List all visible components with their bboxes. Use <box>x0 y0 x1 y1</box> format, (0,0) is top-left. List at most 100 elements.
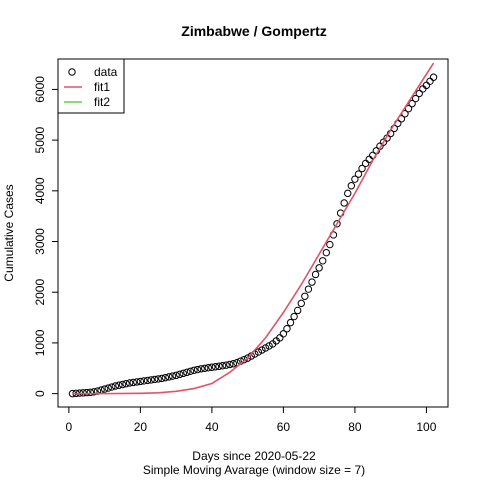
data-point <box>165 373 173 381</box>
data-point <box>286 318 295 327</box>
data-point <box>351 175 359 183</box>
data-point <box>226 360 234 369</box>
data-point <box>283 325 291 333</box>
data-point <box>422 81 431 90</box>
data-point <box>279 330 288 338</box>
chart-title: Zimbabwe / Gompertz <box>181 23 326 39</box>
data-point <box>147 376 155 384</box>
data-point <box>415 89 423 98</box>
data-point <box>100 385 109 393</box>
data-point <box>179 369 187 378</box>
legend-label: fit1 <box>94 80 110 94</box>
y-axis-label: Cumulative Cases <box>2 184 16 281</box>
data-point <box>344 189 352 198</box>
data-point <box>190 366 198 374</box>
x-tick-label: 80 <box>348 420 362 434</box>
plot-box <box>57 58 449 408</box>
data-point <box>140 377 148 385</box>
data-point <box>293 306 302 315</box>
data-point <box>158 374 166 383</box>
data-point <box>104 384 112 392</box>
data-point <box>86 388 95 397</box>
data-point <box>419 85 427 93</box>
x-tick-label: 0 <box>66 420 73 434</box>
legend-label: fit2 <box>94 95 110 109</box>
data-point <box>319 257 327 265</box>
data-point <box>258 346 266 354</box>
data-point <box>361 159 370 168</box>
data-point <box>172 371 180 380</box>
data-point <box>197 365 205 373</box>
data-point <box>125 379 134 387</box>
data-point <box>333 220 341 228</box>
data-point <box>208 363 216 371</box>
data-point <box>315 264 323 272</box>
data-point <box>326 240 334 249</box>
x-axis-label: Days since 2020-05-22 <box>192 449 316 463</box>
data-point <box>222 361 230 369</box>
data-point <box>143 376 152 385</box>
data-point <box>183 368 191 377</box>
data-point <box>136 377 145 386</box>
data-point <box>118 380 127 389</box>
data-point <box>161 373 170 382</box>
data-point <box>83 388 91 397</box>
fit-line <box>72 62 435 395</box>
data-point <box>240 355 248 364</box>
x-tick-label: 40 <box>205 420 219 434</box>
data-point <box>218 362 227 370</box>
data-point <box>297 299 305 308</box>
y-tick-label: 0 <box>33 390 47 397</box>
data-point <box>411 94 420 103</box>
data-point <box>322 248 330 257</box>
data-point <box>133 378 141 386</box>
data-point <box>358 164 366 173</box>
data-point <box>290 312 298 321</box>
data-point <box>176 370 184 379</box>
data-point <box>254 348 263 356</box>
data-point <box>186 367 195 376</box>
data-point <box>408 99 416 108</box>
data-point <box>215 362 223 370</box>
data-point <box>111 382 120 390</box>
data-point <box>193 365 202 374</box>
data-point <box>308 278 316 286</box>
subtitle: Simple Moving Avarage (window size = 7) <box>143 463 365 477</box>
data-point <box>108 383 116 391</box>
data-point <box>150 375 159 384</box>
data-point <box>211 363 220 371</box>
x-tick-label: 100 <box>416 420 436 434</box>
data-point <box>243 354 252 362</box>
data-point <box>122 380 130 388</box>
y-tick-label: 3000 <box>33 228 47 255</box>
data-point <box>229 360 238 368</box>
data-point <box>168 372 177 380</box>
data-point <box>201 364 209 372</box>
y-tick-label: 2000 <box>33 279 47 306</box>
data-point <box>154 375 162 383</box>
legend-label: data <box>94 65 118 79</box>
data-point <box>304 285 313 293</box>
y-tick-label: 4000 <box>33 177 47 204</box>
data-point <box>404 104 413 113</box>
data-point <box>311 270 320 279</box>
x-tick-label: 60 <box>277 420 291 434</box>
x-tick-label: 20 <box>134 420 148 434</box>
data-point <box>301 292 309 300</box>
data-point <box>429 73 438 81</box>
y-tick-label: 1000 <box>33 329 47 356</box>
data-point <box>204 364 213 372</box>
data-point <box>347 182 356 190</box>
data-point <box>115 381 123 389</box>
data-point <box>426 77 434 86</box>
legend-box <box>57 58 125 114</box>
legend-marker <box>68 68 76 76</box>
y-tick-label: 5000 <box>33 126 47 153</box>
data-point <box>340 199 348 207</box>
data-point <box>129 378 137 387</box>
data-point <box>265 342 273 350</box>
y-tick-label: 6000 <box>33 76 47 103</box>
data-point <box>261 344 270 352</box>
data-point <box>90 388 98 396</box>
